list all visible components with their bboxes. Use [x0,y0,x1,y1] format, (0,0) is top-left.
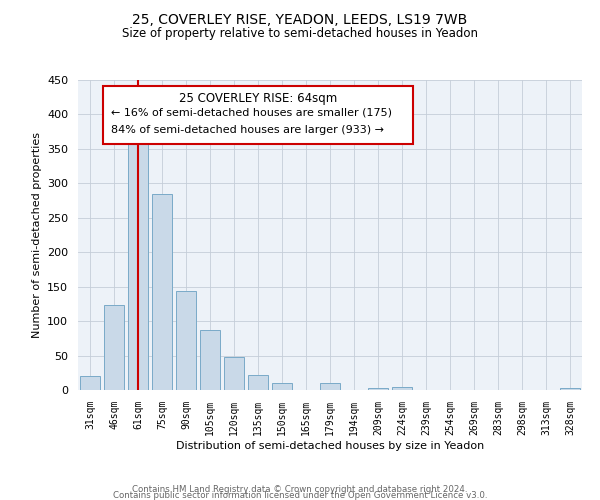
FancyBboxPatch shape [103,86,413,144]
Text: 25 COVERLEY RISE: 64sqm: 25 COVERLEY RISE: 64sqm [179,92,337,106]
Bar [272,383,292,390]
X-axis label: Distribution of semi-detached houses by size in Yeadon: Distribution of semi-detached houses by … [176,440,484,450]
Bar [128,138,148,390]
Y-axis label: Number of semi-detached properties: Number of semi-detached properties [32,132,41,338]
Bar [152,194,172,390]
Bar [368,388,388,390]
Bar [224,357,244,390]
Text: ← 16% of semi-detached houses are smaller (175): ← 16% of semi-detached houses are smalle… [111,108,392,118]
Bar [560,388,580,390]
Bar [392,386,412,390]
Bar [200,330,220,390]
Bar [80,376,100,390]
Text: Size of property relative to semi-detached houses in Yeadon: Size of property relative to semi-detach… [122,28,478,40]
Text: Contains HM Land Registry data © Crown copyright and database right 2024.: Contains HM Land Registry data © Crown c… [132,484,468,494]
Bar [104,304,124,390]
Text: 84% of semi-detached houses are larger (933) →: 84% of semi-detached houses are larger (… [111,125,384,135]
Bar [248,375,268,390]
Bar [176,292,196,390]
Text: 25, COVERLEY RISE, YEADON, LEEDS, LS19 7WB: 25, COVERLEY RISE, YEADON, LEEDS, LS19 7… [133,12,467,26]
Text: Contains public sector information licensed under the Open Government Licence v3: Contains public sector information licen… [113,490,487,500]
Bar [320,383,340,390]
